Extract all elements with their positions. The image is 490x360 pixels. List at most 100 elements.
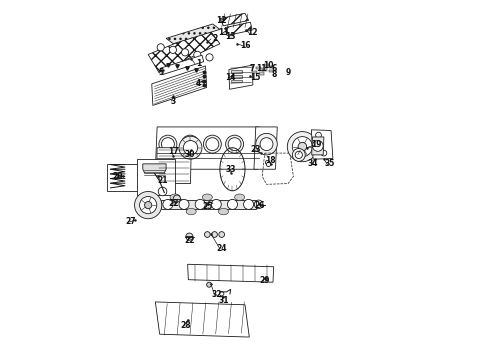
Circle shape xyxy=(163,199,173,210)
Text: 7: 7 xyxy=(249,64,255,73)
FancyBboxPatch shape xyxy=(264,64,269,66)
Polygon shape xyxy=(155,302,249,337)
Circle shape xyxy=(211,199,221,210)
Ellipse shape xyxy=(235,194,245,201)
Circle shape xyxy=(225,135,244,153)
Circle shape xyxy=(212,231,218,237)
Circle shape xyxy=(206,54,213,61)
Circle shape xyxy=(321,150,327,156)
Text: 28: 28 xyxy=(180,321,191,330)
Text: 13: 13 xyxy=(225,32,236,41)
Polygon shape xyxy=(254,127,277,169)
Text: 24: 24 xyxy=(217,244,227,253)
Text: 16: 16 xyxy=(240,41,250,50)
Text: 21: 21 xyxy=(157,176,168,185)
Text: 18: 18 xyxy=(265,156,275,165)
Polygon shape xyxy=(156,148,191,184)
Text: 20: 20 xyxy=(112,172,123,181)
FancyBboxPatch shape xyxy=(269,66,274,68)
Circle shape xyxy=(295,151,302,158)
Polygon shape xyxy=(155,127,259,169)
FancyBboxPatch shape xyxy=(256,67,261,69)
FancyBboxPatch shape xyxy=(259,72,265,75)
Circle shape xyxy=(298,142,307,151)
Circle shape xyxy=(159,135,177,153)
Circle shape xyxy=(204,231,210,237)
Polygon shape xyxy=(229,65,253,89)
Text: 4: 4 xyxy=(196,79,201,88)
Circle shape xyxy=(206,138,219,150)
Text: 8: 8 xyxy=(271,70,276,79)
Text: 26: 26 xyxy=(254,201,265,210)
Circle shape xyxy=(220,292,224,296)
FancyBboxPatch shape xyxy=(107,164,141,191)
Circle shape xyxy=(316,132,321,138)
Circle shape xyxy=(161,138,174,150)
Circle shape xyxy=(260,138,273,150)
Circle shape xyxy=(219,231,224,237)
Text: 23: 23 xyxy=(250,145,261,154)
Polygon shape xyxy=(311,130,333,159)
Text: 27: 27 xyxy=(125,217,136,226)
FancyBboxPatch shape xyxy=(262,68,267,71)
Circle shape xyxy=(195,199,205,210)
Text: 1: 1 xyxy=(196,59,201,68)
FancyBboxPatch shape xyxy=(269,70,274,72)
Polygon shape xyxy=(188,264,274,282)
Circle shape xyxy=(244,199,254,210)
Circle shape xyxy=(203,135,221,153)
Circle shape xyxy=(194,51,201,58)
Text: 22: 22 xyxy=(168,199,178,208)
Text: 25: 25 xyxy=(202,202,213,211)
Circle shape xyxy=(179,136,202,159)
Circle shape xyxy=(145,202,152,209)
Text: 19: 19 xyxy=(312,140,322,149)
Polygon shape xyxy=(166,24,220,44)
Text: 3: 3 xyxy=(171,96,176,105)
Text: 14: 14 xyxy=(225,73,236,82)
Ellipse shape xyxy=(186,208,196,215)
Circle shape xyxy=(207,282,212,287)
Circle shape xyxy=(135,192,162,219)
Circle shape xyxy=(157,44,164,51)
Polygon shape xyxy=(143,164,166,173)
Circle shape xyxy=(181,49,189,56)
Text: 12: 12 xyxy=(217,16,227,25)
FancyBboxPatch shape xyxy=(231,80,242,82)
Circle shape xyxy=(158,187,167,196)
Text: 30: 30 xyxy=(184,150,195,159)
Text: 22: 22 xyxy=(184,237,195,246)
Polygon shape xyxy=(220,13,248,26)
Polygon shape xyxy=(148,30,220,72)
Text: 32: 32 xyxy=(211,290,221,299)
Circle shape xyxy=(287,132,318,162)
Circle shape xyxy=(313,140,323,151)
Polygon shape xyxy=(152,66,207,105)
Ellipse shape xyxy=(170,194,180,201)
Text: 29: 29 xyxy=(260,276,270,285)
Circle shape xyxy=(256,134,277,155)
Text: 12: 12 xyxy=(247,28,257,37)
Circle shape xyxy=(173,195,180,202)
Text: 33: 33 xyxy=(225,165,236,174)
FancyBboxPatch shape xyxy=(231,75,242,78)
Polygon shape xyxy=(225,22,252,36)
Text: 17: 17 xyxy=(168,147,178,156)
Text: 15: 15 xyxy=(250,73,261,82)
Text: 2: 2 xyxy=(212,34,217,43)
Circle shape xyxy=(183,140,197,155)
Ellipse shape xyxy=(202,194,212,201)
Circle shape xyxy=(293,136,313,157)
Polygon shape xyxy=(161,55,204,75)
Ellipse shape xyxy=(219,208,228,215)
FancyBboxPatch shape xyxy=(252,71,257,73)
Text: 6: 6 xyxy=(271,64,276,73)
Text: 35: 35 xyxy=(324,159,335,168)
Circle shape xyxy=(184,138,196,150)
Text: 13: 13 xyxy=(218,28,229,37)
Circle shape xyxy=(140,197,157,214)
FancyBboxPatch shape xyxy=(137,159,175,195)
Circle shape xyxy=(181,135,199,153)
Circle shape xyxy=(228,138,241,150)
Text: 34: 34 xyxy=(308,159,319,168)
